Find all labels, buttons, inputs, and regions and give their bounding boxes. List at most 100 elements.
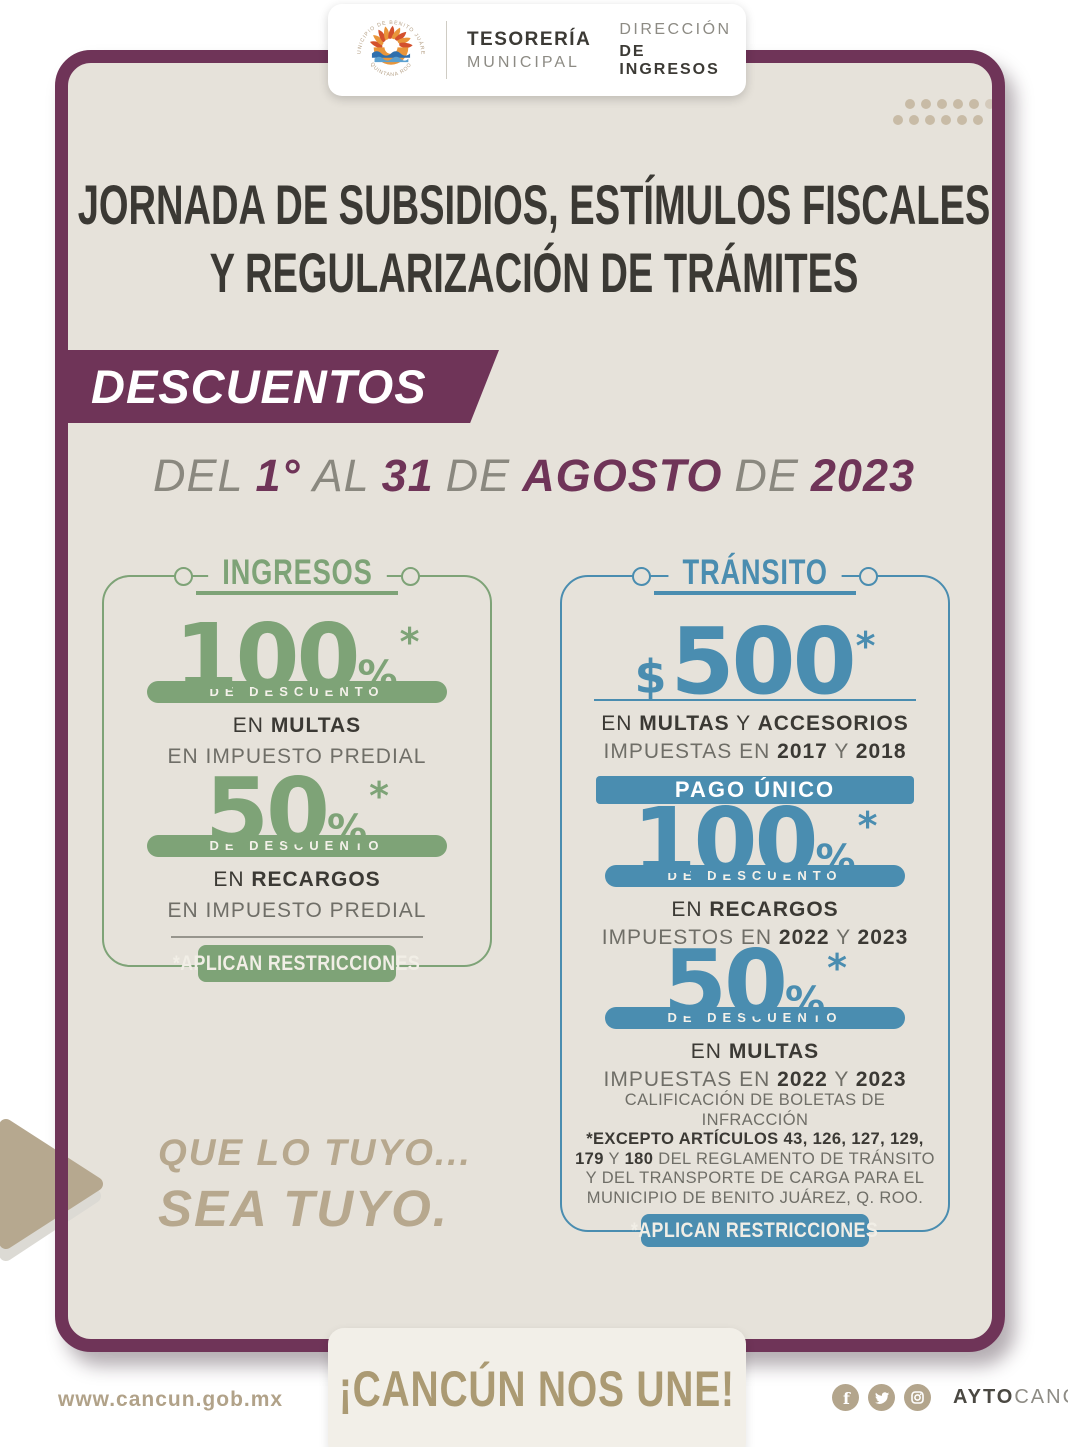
- article-number: 179: [575, 1149, 604, 1168]
- transito-section: TRÁNSITO $500* EN MULTAS Y ACCESORIOS IM…: [560, 553, 950, 1247]
- handle-light: CANCUN: [1014, 1386, 1068, 1408]
- target-prefix: EN: [213, 867, 252, 891]
- discount-bar: DE DESCUENTO: [605, 1006, 905, 1029]
- price-years: IMPUESTAS EN 2017 Y 2018: [562, 740, 948, 764]
- discount-number: 100: [174, 604, 361, 711]
- arrow-shape: [0, 1119, 103, 1249]
- instagram-icon: [904, 1384, 931, 1411]
- text: IMPUESTAS EN: [603, 739, 778, 763]
- ingresos-section: INGRESOS 100%* DE DESCUENTO EN MULTAS EN…: [102, 553, 492, 982]
- text-bold: ACCESORIOS: [757, 711, 909, 735]
- asterisk: *: [855, 624, 876, 668]
- discount-years: IMPUESTOS EN 2022 Y 2023: [562, 926, 948, 950]
- discount-value: 100%*: [562, 796, 948, 888]
- twitter-icon: [868, 1384, 895, 1411]
- discount-bar: DE DESCUENTO: [147, 680, 447, 703]
- date-word: DE: [734, 450, 799, 501]
- ingresos-title-underline: [196, 591, 398, 595]
- discount-number: 50: [663, 930, 788, 1037]
- transito-flat-price: $500* EN MULTAS Y ACCESORIOS IMPUESTAS E…: [562, 616, 948, 804]
- ingresos-restrictions-badge: *APLICAN RESTRICCIONES: [173, 945, 420, 982]
- text: Y: [827, 739, 856, 763]
- facebook-icon: f: [832, 1384, 859, 1411]
- discount-years: IMPUESTAS EN 2022 Y 2023: [562, 1068, 948, 1092]
- sun-and-sea-emblem: [369, 25, 413, 65]
- fineprint-line-bold: *EXCEPTO ARTÍCULOS 43, 126, 127, 129,: [586, 1130, 924, 1148]
- descuentos-banner: DESCUENTOS: [55, 350, 499, 423]
- discount-value: 50%*: [104, 766, 490, 858]
- text: IMPUESTAS EN: [603, 1067, 778, 1091]
- price-value: $500*: [562, 616, 948, 708]
- income-department: DIRECCIÓN DE INGRESOS: [619, 21, 746, 79]
- social-media-row: f AYTOCANCUN: [832, 1384, 1068, 1411]
- restrictions-label: *APLICAN RESTRICCIONES: [173, 951, 421, 975]
- main-title-line1-row: JORNADA DE SUBSIDIOS, ESTÍMULOS FISCALES: [0, 172, 1068, 237]
- date-value: AGOSTO: [522, 450, 723, 501]
- ring-decoration: [174, 567, 193, 586]
- slogan-line2: SEA TUYO.: [158, 1180, 449, 1237]
- discount-number: 100: [632, 788, 819, 895]
- date-value: 1°: [255, 450, 301, 501]
- fineprint-line: MUNICIPIO DE BENITO JUÁREZ, Q. ROO.: [586, 1188, 924, 1207]
- discount-target: EN RECARGOS: [104, 868, 490, 892]
- text: DEL REGLAMENTO DE TRÁNSITO: [653, 1149, 935, 1168]
- date-word: DE: [445, 450, 511, 501]
- percent-sign: %: [357, 653, 398, 699]
- percent-sign: %: [327, 807, 368, 853]
- text: EN: [601, 711, 640, 735]
- discount-bar: DE DESCUENTO: [605, 864, 905, 887]
- asterisk: *: [827, 946, 847, 990]
- discount-target: EN MULTAS: [104, 714, 490, 738]
- dots-decoration-row1: [905, 99, 995, 109]
- discount-value: 50%*: [562, 938, 948, 1030]
- discount-bar-label: DE DESCUENTO: [667, 1010, 843, 1026]
- slogan: QUE LO TUYO... SEA TUYO.: [158, 1132, 472, 1238]
- pago-unico-label: PAGO ÚNICO: [674, 776, 836, 802]
- ring-decoration: [859, 567, 878, 586]
- fineprint-line: Y DEL TRANSPORTE DE CARGA PARA EL: [585, 1169, 925, 1187]
- restrictions-label: *APLICAN RESTRICCIONES: [631, 1218, 879, 1242]
- price-number: 500: [670, 608, 857, 715]
- date-value: 31: [381, 450, 434, 501]
- handle-bold: AYTO: [953, 1386, 1015, 1408]
- header-logo-card: MUNICIPIO DE BENITO JUÁREZ QUINTANA ROO: [328, 4, 746, 96]
- target-bold: MULTAS: [270, 713, 362, 737]
- target-prefix: EN: [671, 897, 710, 921]
- year-bold: 2018: [855, 739, 907, 763]
- discount-scope: EN IMPUESTO PREDIAL: [167, 898, 427, 922]
- discount-bar: DE DESCUENTO: [147, 834, 447, 857]
- transito-restrictions-badge: *APLICAN RESTRICCIONES: [631, 1214, 878, 1247]
- article-number: 180: [624, 1149, 654, 1168]
- ingresos-discount-100: 100%* DE DESCUENTO EN MULTAS EN IMPUESTO…: [104, 612, 490, 769]
- discount-bar-label: DE DESCUENTO: [667, 868, 843, 884]
- target-bold: MULTAS: [728, 1039, 820, 1063]
- discount-scope: EN IMPUESTO PREDIAL: [167, 744, 427, 768]
- treasury-line2: MUNICIPAL: [466, 53, 580, 71]
- logo-card-divider: [446, 21, 447, 79]
- arrow-right-decoration: [0, 1119, 103, 1261]
- income-line2: DE INGRESOS: [619, 43, 720, 78]
- pago-unico-badge: PAGO ÚNICO: [596, 775, 914, 804]
- discount-target: EN MULTAS: [562, 1040, 948, 1064]
- discount-bar-label: DE DESCUENTO: [209, 684, 385, 700]
- target-bold: RECARGOS: [251, 867, 381, 891]
- target-bold: RECARGOS: [709, 897, 839, 921]
- discount-bar-label: DE DESCUENTO: [209, 838, 385, 854]
- text: Y: [827, 1067, 856, 1091]
- price-target: EN MULTAS Y ACCESORIOS: [562, 712, 948, 736]
- year-bold: 2017: [777, 739, 828, 763]
- asterisk: *: [369, 774, 389, 818]
- date-value: 2023: [810, 450, 916, 501]
- main-title-line1: JORNADA DE SUBSIDIOS, ESTÍMULOS FISCALES: [77, 173, 991, 236]
- main-title-line2-row: Y REGULARIZACIÓN DE TRÁMITES: [0, 240, 1068, 305]
- transito-discount-100: 100%* DE DESCUENTO EN RECARGOS IMPUESTOS…: [562, 796, 948, 950]
- text: Y: [603, 1149, 625, 1168]
- asterisk: *: [857, 804, 878, 848]
- discount-value: 100%*: [104, 612, 490, 704]
- asterisk: *: [399, 620, 420, 664]
- target-prefix: EN: [232, 713, 271, 737]
- text-bold: MULTAS: [639, 711, 730, 735]
- fineprint-line: 179 Y 180 DEL REGLAMENTO DE TRÁNSITO: [572, 1150, 938, 1170]
- transito-fineprint: CALIFICACIÓN DE BOLETAS DE INFRACCIÓN *E…: [572, 1091, 938, 1208]
- main-title-line2: Y REGULARIZACIÓN DE TRÁMITES: [209, 241, 859, 304]
